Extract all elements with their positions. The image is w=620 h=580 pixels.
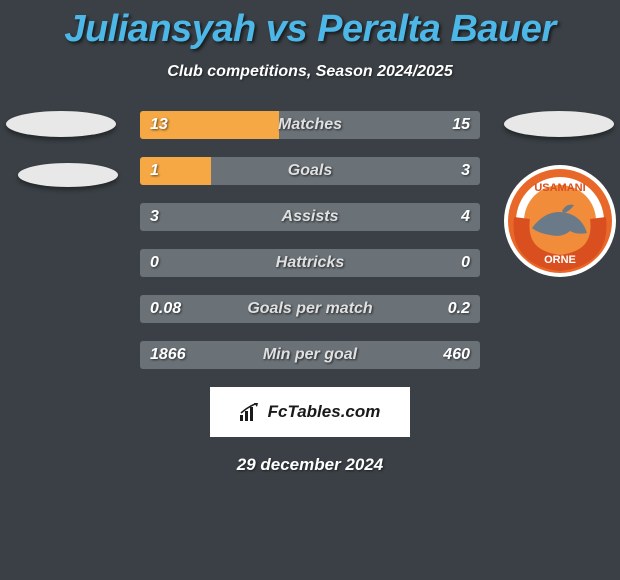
comparison-title: Juliansyah vs Peralta Bauer — [0, 0, 620, 51]
stat-row: 0.08 0.2 Goals per match — [140, 295, 480, 323]
stat-value-left: 0.08 — [150, 300, 181, 318]
stat-value-right: 0.2 — [448, 300, 470, 318]
stat-value-left: 0 — [150, 254, 159, 272]
stat-row: 0 0 Hattricks — [140, 249, 480, 277]
stat-bars-container: 1315Matches13Goals34Assists00Hattricks0.… — [140, 111, 480, 369]
stat-label: Assists — [282, 208, 339, 226]
stat-label: Hattricks — [276, 254, 344, 272]
badge-text-top: USAMANI — [534, 182, 585, 194]
stat-row: 13 15 Matches — [140, 111, 480, 139]
fctables-attribution: FcTables.com — [210, 387, 410, 437]
stat-label: Min per goal — [263, 346, 357, 364]
stat-label: Goals — [288, 162, 332, 180]
comparison-date: 29 december 2024 — [0, 455, 620, 475]
stat-value-left: 1866 — [150, 346, 186, 364]
player-left-badge-placeholder — [18, 163, 118, 187]
fctables-label: FcTables.com — [268, 402, 381, 422]
stat-value-left: 13 — [150, 116, 168, 134]
player-right-club-badge: USAMANI ORNE — [502, 163, 618, 279]
stat-value-right: 0 — [461, 254, 470, 272]
stat-value-right: 15 — [452, 116, 470, 134]
badge-text-bottom: ORNE — [544, 254, 576, 266]
player-right-avatar-placeholder — [504, 111, 614, 137]
stat-value-left: 3 — [150, 208, 159, 226]
stat-value-left: 1 — [150, 162, 159, 180]
stat-label: Matches — [278, 116, 342, 134]
stat-row: 1866 460 Min per goal — [140, 341, 480, 369]
comparison-subtitle: Club competitions, Season 2024/2025 — [0, 63, 620, 81]
stat-value-right: 3 — [461, 162, 470, 180]
stat-value-right: 4 — [461, 208, 470, 226]
stats-area: USAMANI ORNE 1315Matches13Goals34Assists… — [0, 111, 620, 369]
stat-row: 1 3 Goals — [140, 157, 480, 185]
stat-label: Goals per match — [247, 300, 372, 318]
stat-row: 3 4 Assists — [140, 203, 480, 231]
fctables-icon — [240, 403, 262, 421]
player-left-avatar-placeholder — [6, 111, 116, 137]
stat-value-right: 460 — [443, 346, 470, 364]
